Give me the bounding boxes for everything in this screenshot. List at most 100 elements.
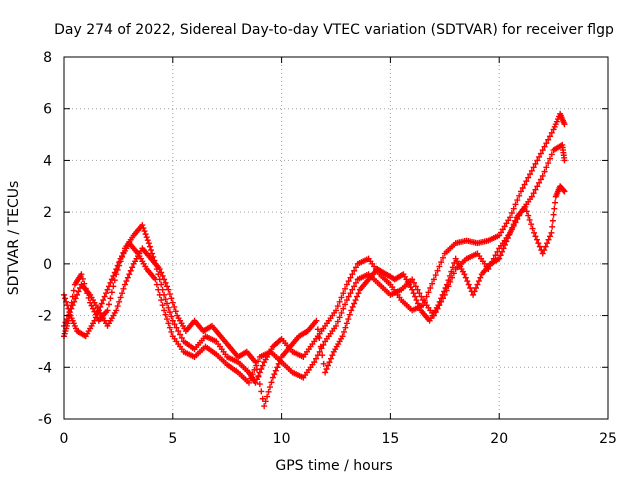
data-point — [162, 311, 169, 318]
data-point — [530, 190, 537, 197]
data-point — [311, 359, 318, 366]
data-point — [352, 279, 359, 286]
data-point — [143, 234, 150, 241]
data-point — [123, 278, 130, 285]
data-point — [62, 295, 69, 302]
y-tick-label: 8 — [43, 50, 52, 66]
chart-title: Day 274 of 2022, Sidereal Day-to-day VTE… — [54, 22, 614, 38]
data-point — [497, 252, 504, 259]
data-point — [152, 276, 159, 283]
data-point — [139, 222, 146, 229]
data-point — [498, 229, 505, 236]
data-point — [560, 187, 567, 194]
data-point — [499, 248, 506, 255]
data-point — [78, 271, 85, 278]
data-point — [526, 216, 533, 223]
data-point — [166, 291, 173, 298]
data-point — [505, 217, 512, 224]
data-point — [548, 229, 555, 236]
data-point — [352, 264, 359, 271]
data-point — [111, 277, 118, 284]
data-point — [322, 369, 329, 376]
data-point — [169, 317, 176, 324]
data-point — [116, 298, 123, 305]
data-point — [155, 286, 162, 293]
x-axis-label: GPS time / hours — [275, 458, 392, 474]
data-point — [153, 281, 160, 288]
data-point — [334, 303, 341, 310]
data-point — [436, 298, 443, 305]
x-tick-label: 20 — [490, 431, 508, 447]
data-point — [129, 264, 136, 271]
data-point — [114, 303, 121, 310]
data-point — [124, 274, 131, 281]
data-point — [271, 371, 278, 378]
data-point — [525, 174, 532, 181]
data-point — [427, 284, 434, 291]
data-point — [117, 294, 124, 301]
data-point — [541, 247, 548, 254]
data-point — [320, 360, 327, 367]
x-tick-label: 15 — [381, 431, 399, 447]
data-point — [108, 289, 115, 296]
x-tick-label: 0 — [60, 431, 69, 447]
data-point — [410, 290, 417, 297]
data-point — [471, 288, 478, 295]
y-tick-label: 0 — [43, 257, 52, 273]
data-point — [247, 375, 254, 382]
data-point — [252, 359, 259, 366]
data-point — [416, 290, 423, 297]
data-point — [409, 286, 416, 293]
data-point — [539, 172, 546, 179]
data-point — [472, 284, 479, 291]
data-point — [336, 298, 343, 305]
data-point — [272, 367, 279, 374]
data-point — [313, 317, 320, 324]
y-tick-label: 2 — [43, 205, 52, 221]
data-point — [508, 210, 515, 217]
data-point — [527, 171, 534, 178]
data-point — [64, 302, 71, 309]
data-point — [269, 374, 276, 381]
data-point — [510, 221, 517, 228]
data-point — [104, 286, 111, 293]
data-point — [166, 309, 173, 316]
data-point — [343, 297, 350, 304]
data-point — [255, 373, 262, 380]
data-point — [277, 357, 284, 364]
data-point — [438, 259, 445, 266]
data-point — [475, 278, 482, 285]
data-point — [528, 167, 535, 174]
data-point — [532, 160, 539, 167]
data-point — [75, 288, 82, 295]
y-tick-label: -4 — [38, 360, 52, 376]
data-point — [496, 232, 503, 239]
data-point — [156, 266, 163, 273]
data-point — [530, 164, 537, 171]
y-axis-label: SDTVAR / TECUs — [6, 181, 22, 296]
data-point — [94, 310, 101, 317]
data-point — [537, 150, 544, 157]
data-point — [521, 181, 528, 188]
data-point — [145, 240, 152, 247]
data-point — [259, 362, 266, 369]
data-point — [536, 179, 543, 186]
data-point — [317, 343, 324, 350]
data-point — [262, 398, 269, 405]
data-point — [177, 331, 184, 338]
data-point — [340, 328, 347, 335]
data-point — [71, 298, 78, 305]
data-point — [63, 316, 70, 323]
data-point — [163, 283, 170, 290]
data-point — [158, 269, 165, 276]
data-point — [545, 136, 552, 143]
y-tick-label: 6 — [43, 102, 52, 118]
data-point — [340, 290, 347, 297]
data-point — [436, 263, 443, 270]
data-point — [338, 309, 345, 316]
data-point — [121, 281, 128, 288]
data-point — [329, 352, 336, 359]
data-point — [104, 307, 111, 314]
data-point — [548, 129, 555, 136]
data-point — [159, 302, 166, 309]
